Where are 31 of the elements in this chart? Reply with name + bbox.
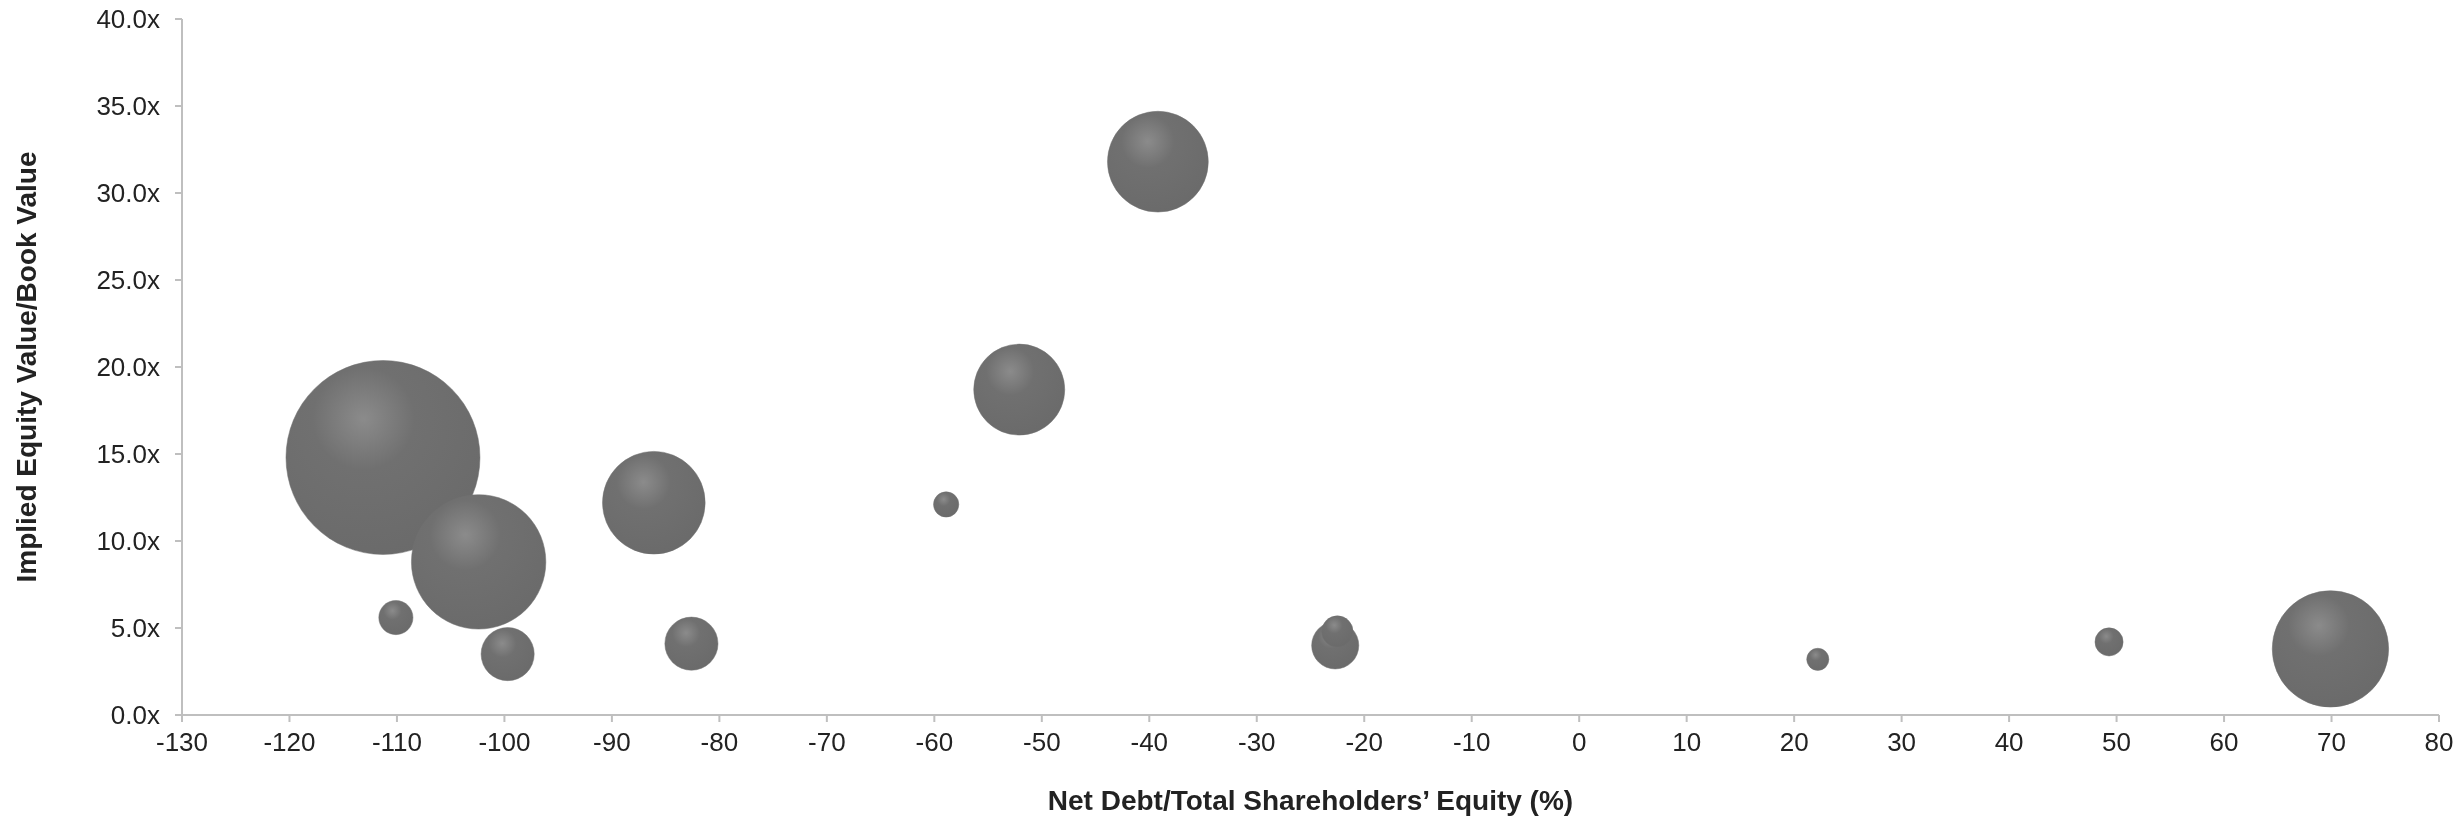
- x-tick-label: -10: [1452, 727, 1491, 757]
- y-tick-label: 25.0x: [96, 265, 160, 296]
- x-tick-label: 60: [2209, 727, 2239, 757]
- x-tick-label: -100: [478, 727, 531, 757]
- x-tick-label: 40: [1994, 727, 2024, 757]
- x-tick-label: -30: [1237, 727, 1276, 757]
- x-tick-label: -80: [700, 727, 739, 757]
- x-tick-label: 30: [1887, 727, 1917, 757]
- x-tick-label: -50: [1023, 727, 1061, 757]
- x-tick-label: 70: [2317, 727, 2346, 757]
- y-tick-label: 35.0x: [96, 91, 160, 122]
- x-tick-label: 20: [1779, 727, 1809, 757]
- y-tick-label: 10.0x: [96, 526, 160, 557]
- x-tick-label: -40: [1130, 727, 1169, 757]
- x-tick-label: -120: [263, 727, 316, 757]
- x-tick-label: 80: [2424, 727, 2454, 757]
- x-tick-label: 10: [1672, 727, 1702, 757]
- x-tick-label: 50: [2102, 727, 2132, 757]
- x-tick-label: -60: [915, 727, 954, 757]
- y-tick-label: 5.0x: [110, 613, 160, 644]
- x-tick-label: -90: [593, 727, 631, 757]
- x-tick-label: 0: [1571, 727, 1587, 757]
- x-tick-label: -20: [1345, 727, 1384, 757]
- y-tick-label: 20.0x: [96, 352, 160, 383]
- x-tick-label: -70: [808, 727, 846, 757]
- y-tick-label: 40.0x: [96, 4, 160, 35]
- x-axis-title: Net Debt/Total Shareholders’ Equity (%): [1047, 785, 1574, 816]
- y-tick-label: 15.0x: [96, 439, 160, 470]
- y-axis-title: Implied Equity Value/Book Value: [11, 151, 42, 583]
- x-tick-label: -110: [371, 727, 423, 757]
- y-tick-label: 30.0x: [96, 178, 160, 209]
